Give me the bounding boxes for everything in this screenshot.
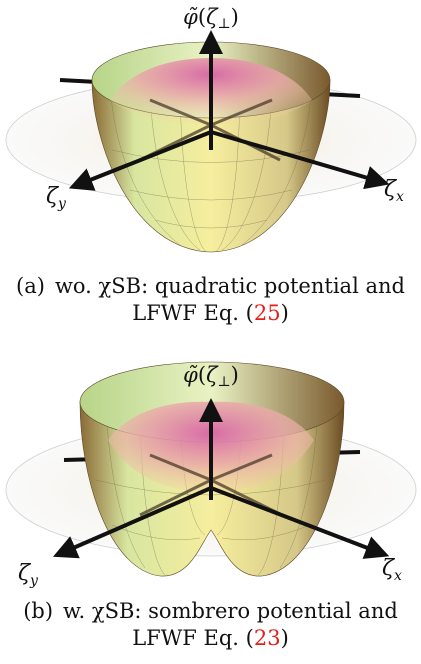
label-vertical-axis: φ̃(ζ⊥) — [183, 5, 239, 32]
caption-b-tag: (b) — [23, 599, 54, 623]
caption-b-line1: (b) w. χSB: sombrero potential and — [0, 598, 421, 625]
label-vertical-axis: φ̃(ζ⊥) — [183, 363, 239, 390]
axis-zeta-y — [52, 486, 212, 559]
label-zeta-x: ζx — [384, 177, 404, 205]
caption-a-text: wo. χSB: quadratic potential and — [54, 274, 405, 298]
equation-ref-25[interactable]: 25 — [253, 301, 281, 325]
caption-a-line2: LFWF Eq. (25) — [132, 301, 289, 325]
caption-b-line2: LFWF Eq. (23) — [132, 626, 289, 650]
axis-zeta-y — [68, 130, 212, 191]
axis-zeta-x — [210, 486, 390, 559]
label-zeta-x: ζx — [382, 556, 402, 584]
label-zeta-y: ζy — [46, 184, 67, 212]
axis-zeta-x — [210, 130, 390, 190]
bowl-surface — [91, 79, 331, 253]
subfigure-b: φ̃(ζ⊥) ζy ζx (b) w. χSB: sombrero potenti… — [0, 330, 421, 664]
caption-b-text: w. χSB: sombrero potential and — [63, 599, 398, 623]
caption-a-line1: (a) wo. χSB: quadratic potential and — [0, 273, 421, 300]
caption-a: (a) wo. χSB: quadratic potential and LFWF… — [0, 273, 421, 327]
plot-quadratic-potential: φ̃(ζ⊥) ζy ζx — [5, 5, 417, 253]
subfigure-a: φ̃(ζ⊥) ζy ζx (a) wo. χSB: quadratic poten… — [0, 0, 421, 330]
plot-sombrero-potential: φ̃(ζ⊥) ζy ζx — [5, 361, 417, 589]
equation-ref-23[interactable]: 23 — [253, 626, 281, 650]
caption-b: (b) w. χSB: sombrero potential and LFWF E… — [0, 598, 421, 652]
label-zeta-y: ζy — [18, 561, 39, 589]
caption-a-tag: (a) — [16, 274, 45, 298]
